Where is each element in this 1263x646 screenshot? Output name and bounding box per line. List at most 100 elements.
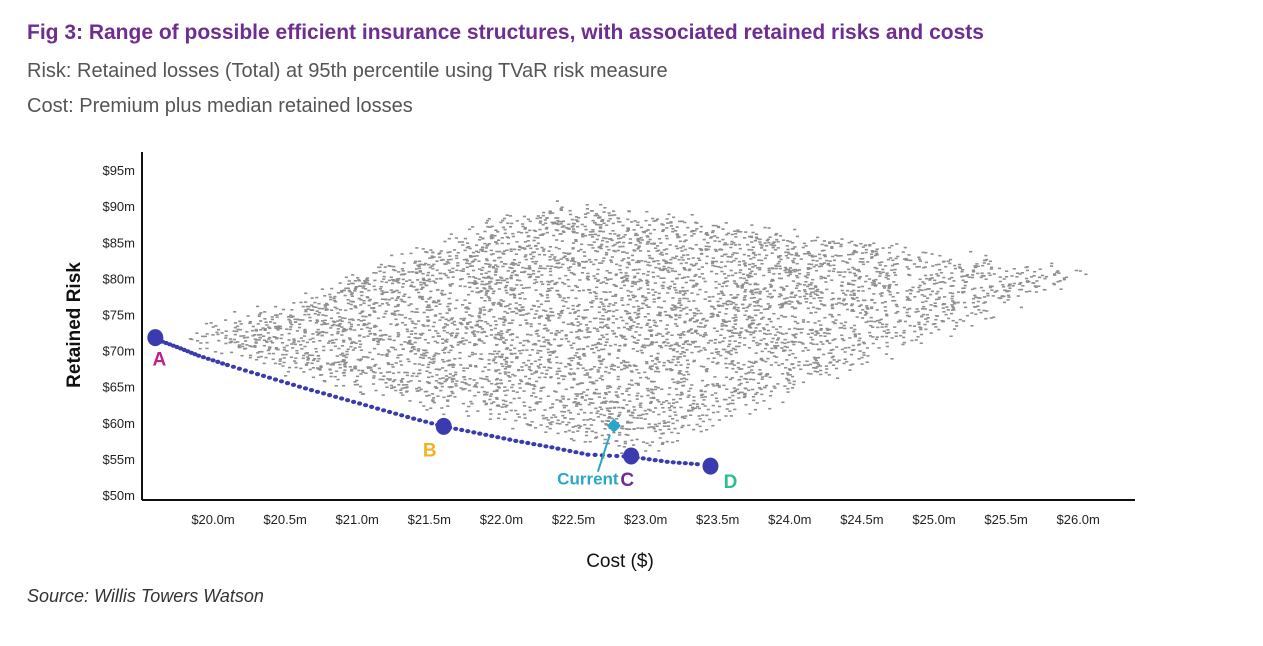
cloud-point bbox=[599, 203, 603, 206]
cloud-point bbox=[367, 289, 371, 292]
cloud-point bbox=[584, 316, 588, 319]
cloud-point bbox=[515, 279, 520, 281]
cloud-point bbox=[717, 386, 721, 388]
cloud-point bbox=[522, 247, 526, 249]
cloud-point bbox=[590, 302, 594, 304]
cloud-point bbox=[507, 328, 512, 331]
cloud-point bbox=[634, 234, 638, 237]
cloud-point bbox=[747, 366, 751, 369]
cloud-point bbox=[801, 321, 805, 323]
cloud-point bbox=[801, 319, 806, 321]
cloud-point bbox=[257, 339, 261, 341]
cloud-point bbox=[950, 295, 955, 298]
cloud-point bbox=[254, 341, 258, 343]
cloud-point bbox=[329, 317, 333, 320]
cloud-point bbox=[351, 301, 355, 303]
cloud-point bbox=[455, 255, 459, 257]
cloud-point bbox=[278, 325, 283, 328]
cloud-point bbox=[415, 308, 419, 310]
cloud-point bbox=[446, 259, 450, 261]
cloud-point bbox=[868, 335, 873, 337]
cloud-point bbox=[445, 341, 449, 343]
cloud-point bbox=[921, 301, 925, 304]
cloud-point bbox=[572, 263, 576, 265]
cloud-point bbox=[788, 270, 792, 272]
cloud-point bbox=[565, 424, 569, 426]
cloud-point bbox=[424, 251, 428, 253]
cloud-point bbox=[948, 292, 952, 294]
cloud-point bbox=[605, 298, 609, 301]
cloud-point bbox=[521, 225, 525, 228]
cloud-point bbox=[546, 329, 550, 331]
cloud-point bbox=[605, 323, 609, 326]
cloud-point bbox=[573, 354, 577, 357]
cloud-point bbox=[747, 360, 751, 363]
cloud-point bbox=[587, 336, 591, 338]
cloud-point bbox=[512, 310, 516, 313]
cloud-point bbox=[986, 294, 990, 297]
cloud-point bbox=[487, 243, 491, 245]
cloud-point bbox=[649, 242, 653, 245]
cloud-point bbox=[548, 270, 552, 273]
cloud-point bbox=[867, 278, 872, 280]
cloud-point bbox=[650, 381, 655, 383]
cloud-point bbox=[1056, 280, 1060, 283]
cloud-point bbox=[422, 349, 426, 351]
cloud-point bbox=[470, 351, 475, 354]
cloud-point bbox=[656, 352, 660, 355]
cloud-point bbox=[830, 298, 834, 301]
cloud-point bbox=[575, 405, 579, 407]
cloud-point bbox=[715, 382, 719, 385]
cloud-point bbox=[1037, 276, 1042, 279]
cloud-point bbox=[776, 383, 780, 385]
cloud-point bbox=[779, 294, 783, 297]
cloud-point bbox=[681, 343, 686, 345]
cloud-point bbox=[848, 337, 852, 339]
cloud-point bbox=[612, 333, 616, 335]
cloud-point bbox=[522, 344, 526, 347]
cloud-point bbox=[678, 336, 683, 339]
cloud-point bbox=[577, 290, 581, 292]
cloud-point bbox=[346, 287, 351, 290]
cloud-point bbox=[853, 328, 857, 331]
cloud-point bbox=[588, 381, 592, 383]
cloud-point bbox=[570, 289, 574, 292]
cloud-point bbox=[425, 395, 429, 397]
cloud-point bbox=[443, 380, 447, 383]
cloud-point bbox=[519, 309, 524, 312]
cloud-point bbox=[431, 325, 435, 328]
cloud-point bbox=[421, 248, 425, 250]
cloud-point bbox=[586, 278, 590, 281]
cloud-point bbox=[636, 272, 640, 275]
cloud-point bbox=[594, 259, 598, 261]
cloud-point bbox=[522, 390, 526, 392]
cloud-point bbox=[387, 279, 392, 282]
cloud-point bbox=[233, 326, 237, 329]
cloud-point bbox=[369, 369, 374, 371]
cloud-point bbox=[442, 327, 446, 329]
cloud-point bbox=[350, 318, 354, 320]
cloud-point bbox=[605, 341, 609, 344]
cloud-point bbox=[850, 308, 854, 311]
cloud-point bbox=[488, 418, 492, 420]
cloud-point bbox=[289, 314, 293, 317]
cloud-point bbox=[413, 262, 417, 264]
cloud-point bbox=[391, 366, 395, 368]
cloud-point bbox=[628, 316, 632, 318]
cloud-point bbox=[528, 409, 533, 412]
cloud-point bbox=[336, 328, 340, 330]
cloud-point bbox=[682, 276, 687, 279]
cloud-point bbox=[702, 238, 706, 241]
cloud-point bbox=[729, 378, 733, 381]
cloud-point bbox=[600, 321, 604, 324]
cloud-point bbox=[670, 267, 674, 270]
cloud-point bbox=[851, 363, 855, 365]
cloud-point bbox=[499, 338, 503, 341]
cloud-point bbox=[616, 357, 620, 359]
cloud-point bbox=[700, 273, 704, 275]
cloud-point bbox=[523, 241, 528, 243]
cloud-point bbox=[413, 327, 417, 329]
cloud-point bbox=[503, 390, 507, 392]
cloud-point bbox=[693, 312, 697, 315]
cloud-point bbox=[484, 247, 488, 249]
